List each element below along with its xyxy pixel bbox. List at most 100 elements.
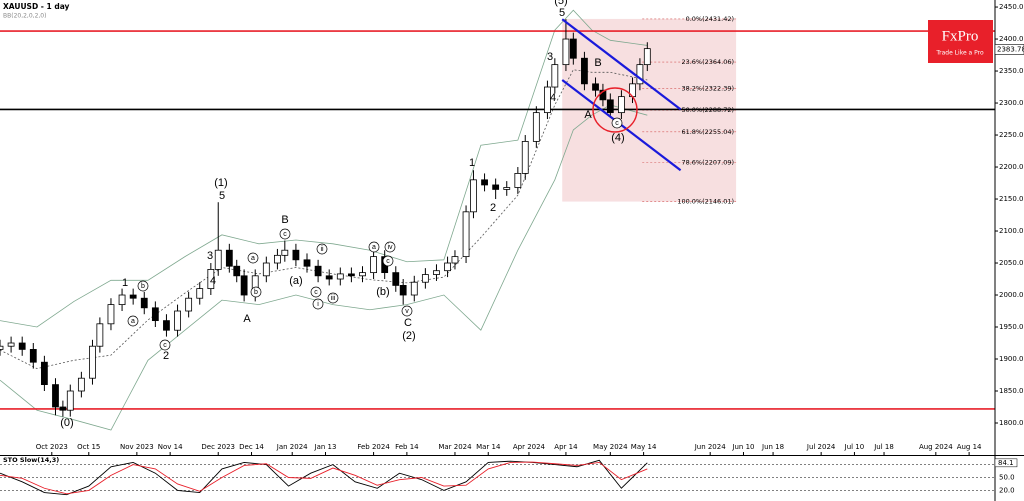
wave-label: 5 xyxy=(559,7,565,19)
candle-body xyxy=(140,297,148,309)
wave-label: 4 xyxy=(210,275,216,287)
wave-label: c xyxy=(386,258,390,265)
y-tick-label: 1850.00 xyxy=(999,387,1024,395)
candle-body xyxy=(503,187,511,190)
x-tick-label: Dec 14 xyxy=(239,443,264,451)
y-tick-label: 2450.00 xyxy=(999,3,1024,11)
osc-tick-label: 20.0 xyxy=(999,486,1015,494)
osc-last-box xyxy=(994,458,1018,468)
x-tick-label: Mar 14 xyxy=(476,443,501,451)
candle-body xyxy=(77,377,85,392)
logo-tagline: Trade Like a Pro xyxy=(935,50,984,57)
wave-label: 1 xyxy=(469,157,475,169)
x-tick-label: Jul 10 xyxy=(844,443,865,451)
candle-body xyxy=(40,361,48,386)
wave-label: ii xyxy=(320,246,324,253)
candle-body xyxy=(281,249,289,256)
candle-body xyxy=(336,273,344,280)
y-tick-label: 2250.00 xyxy=(999,131,1024,139)
candle-body xyxy=(514,173,522,188)
candle-body xyxy=(118,294,126,306)
y-tick-label: 1800.00 xyxy=(999,419,1024,427)
candle-body xyxy=(240,275,248,296)
x-tick-label: Apr 2024 xyxy=(513,443,546,451)
wave-label: c xyxy=(314,289,318,296)
x-tick-label: Apr 14 xyxy=(554,443,578,451)
osc-line xyxy=(0,459,648,496)
x-tick-label: Feb 14 xyxy=(395,443,419,451)
y-tick-label: 2150.00 xyxy=(999,195,1024,203)
y-tick-label: 2400.00 xyxy=(999,35,1024,43)
candle-body xyxy=(359,272,366,277)
y-tick-label: 2350.00 xyxy=(999,67,1024,75)
y-tick-label: 1900.00 xyxy=(999,355,1024,363)
wave-label: 2 xyxy=(490,202,496,214)
candle-body xyxy=(592,83,599,91)
candle-body xyxy=(444,262,451,272)
wave-label: v xyxy=(405,308,409,315)
x-tick-label: Aug 14 xyxy=(957,443,982,451)
last-price-label: 2383.78 xyxy=(997,45,1024,53)
candle-body xyxy=(544,86,551,114)
candle-body xyxy=(451,256,459,264)
last-price-box xyxy=(994,44,1024,55)
x-tick-label: Oct 2023 xyxy=(36,443,68,451)
candle-body xyxy=(569,38,577,59)
candle-body xyxy=(7,342,15,347)
candle-body xyxy=(185,297,193,312)
x-tick-label: Jul 2024 xyxy=(806,443,836,451)
candle-body xyxy=(551,64,559,88)
candle-body xyxy=(207,269,215,290)
x-tick-label: May 2024 xyxy=(593,443,628,451)
x-tick-label: Jan 13 xyxy=(314,443,337,451)
wave-circle xyxy=(382,255,394,267)
candle-body xyxy=(66,390,74,411)
fib-label: 61.8%(2255.04) xyxy=(681,128,734,136)
y-tick-label: 2300.00 xyxy=(999,99,1024,107)
candle-body xyxy=(410,281,418,296)
candle-body xyxy=(214,249,222,270)
band-upper xyxy=(0,9,648,328)
osc-last-label: 84.1 xyxy=(998,459,1014,467)
x-tick-label: May 14 xyxy=(631,443,657,451)
wave-circle xyxy=(316,243,328,255)
candle-body xyxy=(262,262,270,277)
candle-body xyxy=(314,265,322,277)
wave-circle xyxy=(247,252,259,264)
wave-label: a xyxy=(372,244,376,251)
fib-label: 100.0%(2146.01) xyxy=(677,198,734,206)
x-tick-label: Jan 2024 xyxy=(276,443,308,451)
fib-label: 38.2%(2322.39) xyxy=(681,85,734,93)
fib-label: 0.0%(2431.42) xyxy=(686,15,734,23)
candle-body xyxy=(581,57,588,85)
candle-body xyxy=(0,345,4,350)
fib-label: 78.6%(2207.09) xyxy=(681,158,734,166)
osc-tick-label: 50.0 xyxy=(999,474,1015,482)
wave-circle xyxy=(279,228,291,240)
wave-label: iv xyxy=(387,244,393,251)
wave-label: (4) xyxy=(611,132,624,144)
candle-body xyxy=(643,48,651,66)
candle-body xyxy=(636,64,644,85)
wave-circle xyxy=(250,286,262,298)
x-tick-label: Aug 2024 xyxy=(919,443,953,451)
candle-body xyxy=(59,406,67,411)
x-tick-label: Jun 2024 xyxy=(694,443,727,451)
candle-body xyxy=(470,179,477,213)
x-tick-label: Nov 14 xyxy=(158,443,183,451)
candle-body xyxy=(347,273,355,277)
wave-label: 2 xyxy=(163,350,169,362)
wave-circle xyxy=(368,241,380,253)
fib-label: 50.0%(2288.72) xyxy=(681,106,734,114)
wave-label: A xyxy=(584,109,592,121)
candle-body xyxy=(174,310,181,331)
y-tick-label: 2100.00 xyxy=(999,227,1024,235)
x-tick-label: Oct 15 xyxy=(77,443,100,451)
candle-body xyxy=(532,112,540,142)
y-tick-label: 2050.00 xyxy=(999,259,1024,267)
x-tick-label: Jun 18 xyxy=(761,443,784,451)
x-tick-label: Jul 18 xyxy=(873,443,894,451)
candle-body xyxy=(562,38,570,66)
wave-circle xyxy=(310,286,322,298)
